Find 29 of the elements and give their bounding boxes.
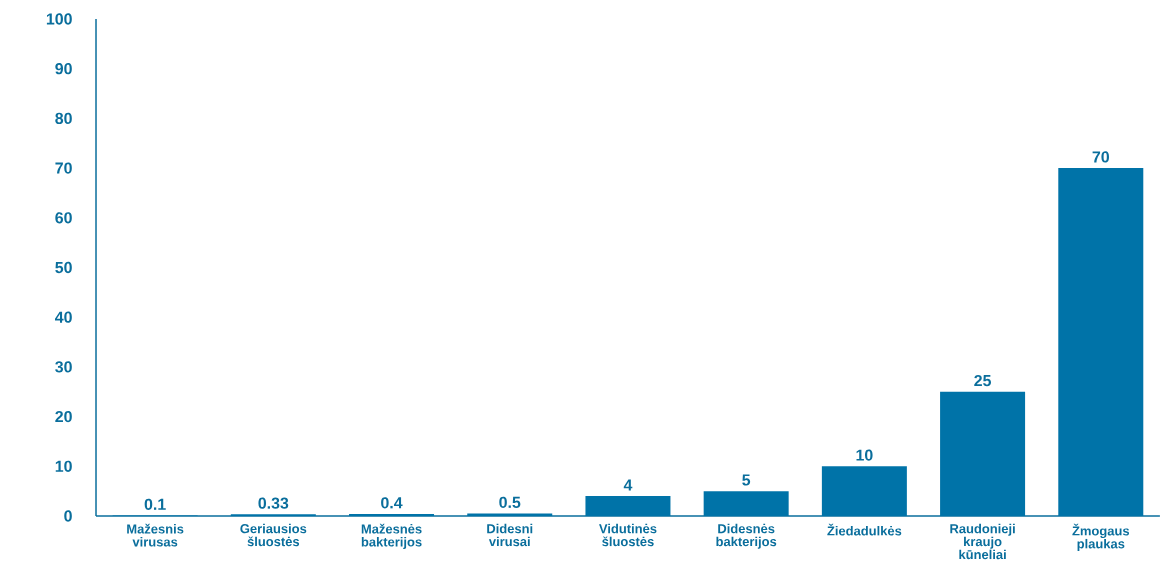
y-tick-label: 50 (55, 261, 72, 274)
x-tick-label: Vidutinės šluostės (599, 523, 657, 547)
y-tick-label: 90 (55, 63, 72, 75)
y-tick-label: 10 (55, 460, 72, 472)
x-tick-label: Mažesnis virusas (127, 523, 184, 547)
x-tick-label: Geriausios šluostės (240, 523, 307, 547)
y-tick-label: 80 (55, 112, 72, 125)
data-label: 0.33 (258, 497, 289, 509)
x-tick-label: Raudonieji kraujo kūneliai (950, 523, 1015, 560)
data-label: 0.5 (499, 496, 521, 508)
y-tick-label: 30 (55, 361, 72, 373)
y-tick-label: 100 (46, 13, 72, 25)
data-label: 4 (623, 479, 633, 491)
y-tick-label: 20 (55, 410, 72, 423)
data-label: 70 (1092, 151, 1109, 163)
x-tick-label: Žiedadulkės (827, 523, 902, 536)
y-tick-label: 60 (55, 212, 72, 224)
x-tick-label: Mažesnės bakterijos (361, 523, 422, 550)
data-label: 0.1 (144, 498, 166, 510)
y-tick-label: 0 (64, 510, 72, 522)
y-tick-label: 70 (55, 162, 72, 174)
x-tick-label: Didesni virusai (487, 523, 533, 547)
data-label: 10 (856, 449, 873, 461)
data-label: 25 (974, 374, 991, 387)
y-tick-label: 40 (54, 311, 72, 323)
data-label: 5 (742, 474, 751, 486)
data-label: 0.4 (381, 497, 403, 509)
x-tick-label: Žmogaus plaukas (1072, 523, 1130, 551)
x-tick-label: Didesnės bakterijos (716, 523, 777, 549)
